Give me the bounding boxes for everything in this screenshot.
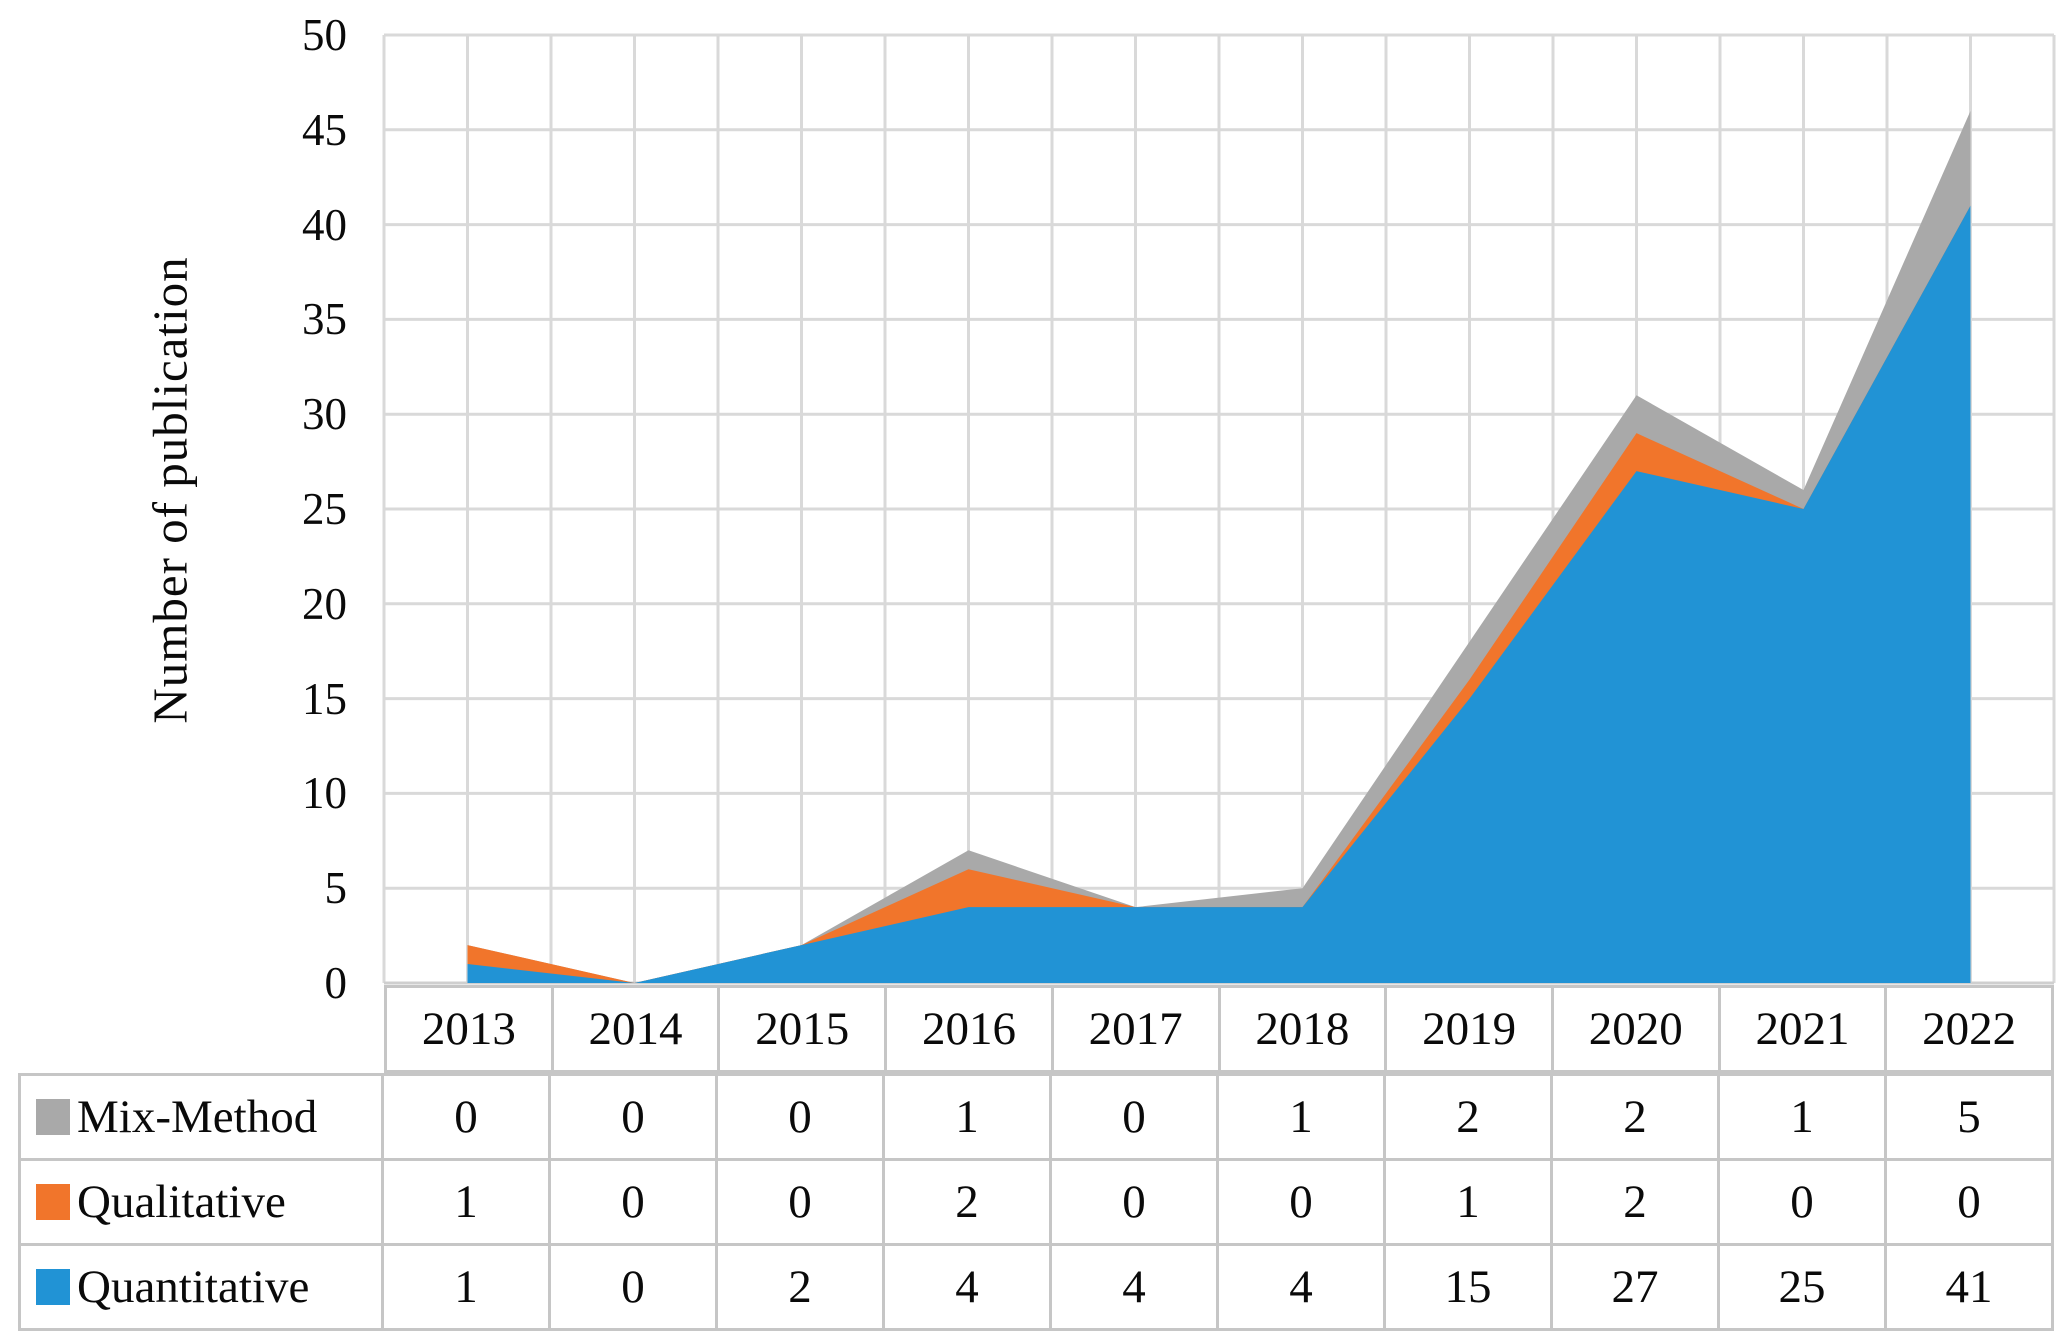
table-value-cell: 1: [381, 1243, 551, 1331]
y-axis-tick-label: 50: [302, 10, 347, 60]
x-axis-year-label: 2020: [1550, 985, 1721, 1073]
x-axis-year-label: 2016: [884, 985, 1054, 1073]
table-value-cell: 0: [1216, 1158, 1386, 1246]
table-value-cell: 0: [1049, 1073, 1219, 1161]
data-table: Mix-Method 0 0 0 1 0 1 2 2 1 5 Qualitative 1 0 0 2 0 0 1 2 0…: [18, 1073, 2054, 1331]
y-axis-tick-label: 15: [302, 673, 347, 724]
table-row: Mix-Method 0 0 0 1 0 1 2 2 1 5: [18, 1073, 2054, 1161]
y-axis-tick-label: 20: [302, 578, 347, 629]
row-label-cell: Quantitative: [18, 1243, 384, 1331]
table-value-cell: 1: [381, 1158, 551, 1246]
y-axis-tick-label: 0: [324, 958, 348, 1008]
table-value-cell: 0: [548, 1243, 718, 1331]
table-value-cell: 41: [1884, 1243, 2054, 1331]
table-value-cell: 0: [715, 1158, 885, 1246]
table-value-cell: 0: [1884, 1158, 2054, 1246]
table-value-cell: 2: [1550, 1073, 1720, 1161]
table-value-cell: 1: [1216, 1073, 1386, 1161]
table-value-cell: 0: [548, 1158, 718, 1246]
y-axis-tick-label: 10: [302, 768, 347, 819]
x-axis-year-label: 2018: [1217, 985, 1388, 1073]
table-value-cell: 0: [1049, 1158, 1219, 1246]
row-label-cell: Qualitative: [18, 1158, 384, 1246]
y-axis-tick-label: 35: [302, 294, 347, 345]
table-value-cell: 1: [1383, 1158, 1553, 1246]
legend-swatch-mix-method: [36, 1099, 70, 1135]
y-axis-tick-label: 40: [302, 199, 347, 250]
series-label: Quantitative: [77, 1261, 310, 1313]
y-axis-tick-label: 30: [302, 389, 347, 440]
table-row: Qualitative 1 0 0 2 0 0 1 2 0 0: [18, 1158, 2054, 1246]
table-value-cell: 4: [1049, 1243, 1219, 1331]
table-value-cell: 25: [1717, 1243, 1887, 1331]
series-label: Qualitative: [77, 1176, 286, 1228]
area-series-quantitative: [467, 205, 1971, 983]
table-value-cell: 4: [882, 1243, 1052, 1331]
x-axis-year-label: 2015: [717, 985, 888, 1073]
table-value-cell: 5: [1884, 1073, 2054, 1161]
table-value-cell: 2: [882, 1158, 1052, 1246]
table-value-cell: 0: [548, 1073, 718, 1161]
x-axis-year-label: 2021: [1717, 985, 1888, 1073]
table-value-cell: 2: [1550, 1158, 1720, 1246]
x-axis-year-label: 2022: [1884, 985, 2055, 1073]
table-value-cell: 15: [1383, 1243, 1553, 1331]
row-label-cell: Mix-Method: [18, 1073, 384, 1161]
x-axis-year-label: 2019: [1384, 985, 1554, 1073]
table-value-cell: 2: [715, 1243, 885, 1331]
table-row: Quantitative 1 0 2 4 4 4 15 27 25 41: [18, 1243, 2054, 1331]
area-series-group: [467, 110, 1971, 984]
table-value-cell: 1: [1717, 1073, 1887, 1161]
y-axis-tick-label: 5: [324, 863, 348, 914]
legend-swatch-qualitative: [36, 1184, 70, 1220]
x-axis-year-label: 2013: [384, 985, 554, 1073]
x-axis-year-label: 2014: [550, 985, 721, 1073]
table-value-cell: 0: [1717, 1158, 1887, 1246]
series-label: Mix-Method: [77, 1091, 318, 1143]
y-axis-tick-label: 25: [302, 484, 347, 534]
table-value-cell: 1: [882, 1073, 1052, 1161]
x-axis-year-label: 2017: [1050, 985, 1221, 1073]
x-axis-year-header-row: 2013 2014 2015 2016 2017 2018 2019 2020 2021 2022: [384, 985, 2055, 1073]
table-value-cell: 0: [715, 1073, 885, 1161]
y-axis-tick-label: 45: [302, 104, 347, 155]
legend-swatch-quantitative: [36, 1269, 70, 1305]
table-value-cell: 2: [1383, 1073, 1553, 1161]
table-value-cell: 0: [381, 1073, 551, 1161]
table-value-cell: 27: [1550, 1243, 1720, 1331]
table-value-cell: 4: [1216, 1243, 1386, 1331]
